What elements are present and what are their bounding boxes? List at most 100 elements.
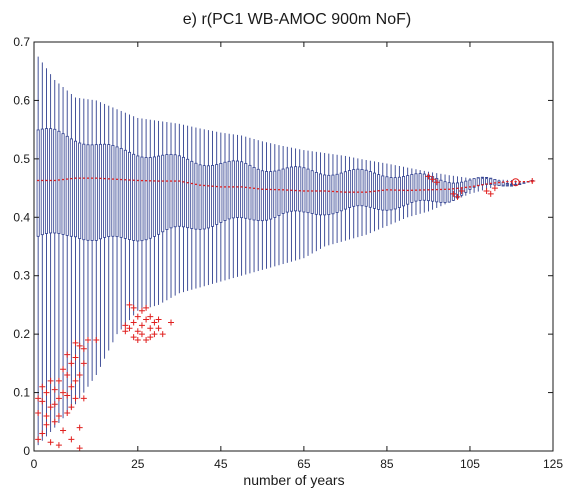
box-27-iqr — [144, 157, 148, 241]
box-62 — [289, 147, 293, 262]
box-73-iqr — [335, 173, 339, 213]
outlier-32 — [72, 395, 79, 402]
box-60-iqr — [281, 168, 285, 214]
box-110 — [489, 177, 493, 189]
box-28 — [148, 119, 152, 308]
outlier-16 — [55, 412, 62, 419]
box-8-iqr — [65, 135, 69, 236]
box-76 — [348, 156, 352, 240]
box-2 — [40, 62, 44, 441]
box-7-iqr — [61, 133, 65, 235]
box-18-iqr — [107, 144, 111, 237]
box-57-iqr — [269, 171, 273, 220]
y-axis: 0 0.1 0.2 0.3 0.4 0.5 0.6 0.7 — [13, 35, 553, 458]
outlier-42 — [93, 336, 100, 343]
box-94-iqr — [422, 173, 426, 201]
box-116 — [514, 180, 518, 187]
outlier-50 — [134, 313, 141, 320]
box-59-iqr — [277, 169, 281, 216]
outlier-48 — [130, 334, 137, 341]
box-84-iqr — [381, 175, 385, 211]
outlier-66 — [159, 331, 166, 338]
box-18 — [107, 105, 111, 351]
box-65-iqr — [302, 167, 306, 213]
box-79 — [360, 159, 364, 236]
outlier-22 — [64, 392, 71, 399]
y-tick-label-0.6: 0.6 — [13, 93, 30, 107]
outlier-47 — [130, 319, 137, 326]
outlier-64 — [155, 316, 162, 323]
box-99-iqr — [443, 181, 447, 203]
box-98-iqr — [439, 179, 443, 203]
outlier-65 — [155, 325, 162, 332]
box-24 — [132, 116, 136, 316]
box-81-iqr — [368, 171, 372, 208]
outlier-67 — [168, 319, 175, 326]
box-78-iqr — [356, 168, 360, 207]
box-48 — [231, 134, 235, 279]
box-40-iqr — [198, 164, 202, 230]
x-axis: 0 25 45 65 85 105 125 — [31, 42, 563, 471]
box-53-iqr — [252, 166, 256, 221]
box-112 — [497, 179, 501, 187]
box-31 — [161, 121, 165, 303]
box-21-iqr — [119, 147, 123, 238]
outlier-58 — [143, 304, 150, 311]
box-115-iqr — [509, 183, 513, 187]
box-25-iqr — [136, 155, 140, 242]
outlier-38 — [80, 345, 87, 352]
box-51 — [244, 136, 248, 275]
box-114-iqr — [505, 182, 509, 187]
box-107 — [476, 177, 480, 192]
box-68-iqr — [314, 172, 318, 215]
box-20-iqr — [115, 146, 119, 238]
box-26-iqr — [140, 156, 144, 242]
box-14 — [90, 99, 94, 381]
box-35-iqr — [177, 155, 181, 227]
box-103-iqr — [460, 181, 464, 196]
box-97 — [435, 173, 439, 208]
box-114 — [505, 179, 509, 187]
box-64-iqr — [298, 166, 302, 212]
box-1-iqr — [36, 129, 40, 237]
outlier-72 — [454, 193, 461, 200]
outlier-3 — [39, 430, 46, 437]
circle-marker — [511, 178, 520, 187]
box-90 — [406, 167, 410, 218]
outlier-74 — [483, 187, 490, 194]
box-39-iqr — [194, 162, 198, 230]
box-3 — [44, 68, 48, 437]
x-tick-label-85: 85 — [380, 457, 394, 471]
box-11 — [78, 98, 82, 399]
box-38-iqr — [190, 160, 194, 229]
x-tick-label-125: 125 — [543, 457, 563, 471]
box-75 — [343, 155, 347, 241]
box-23-iqr — [127, 151, 131, 240]
outlier-37 — [76, 445, 83, 452]
box-43 — [211, 130, 215, 284]
box-9-iqr — [69, 138, 73, 237]
outlier-54 — [138, 322, 145, 329]
box-28-iqr — [148, 157, 152, 239]
box-16-iqr — [98, 143, 102, 240]
outlier-39 — [80, 395, 87, 402]
box-7 — [61, 86, 65, 419]
box-33-iqr — [169, 153, 173, 229]
outlier-62 — [151, 319, 158, 326]
box-109 — [485, 176, 489, 190]
box-57 — [269, 143, 273, 268]
plot-frame — [33, 41, 554, 452]
box-10-iqr — [74, 140, 78, 238]
box-50 — [240, 135, 244, 276]
box-32 — [165, 122, 169, 301]
box-37-iqr — [186, 158, 190, 229]
box-41 — [202, 129, 206, 287]
outlier-43 — [122, 328, 129, 335]
outlier-30 — [72, 377, 79, 384]
box-103 — [460, 176, 464, 198]
y-tick-label-0.4: 0.4 — [13, 210, 30, 224]
box-82 — [372, 161, 376, 232]
box-14-iqr — [90, 144, 94, 241]
outlier-11 — [47, 439, 54, 446]
box-12-iqr — [82, 143, 86, 241]
